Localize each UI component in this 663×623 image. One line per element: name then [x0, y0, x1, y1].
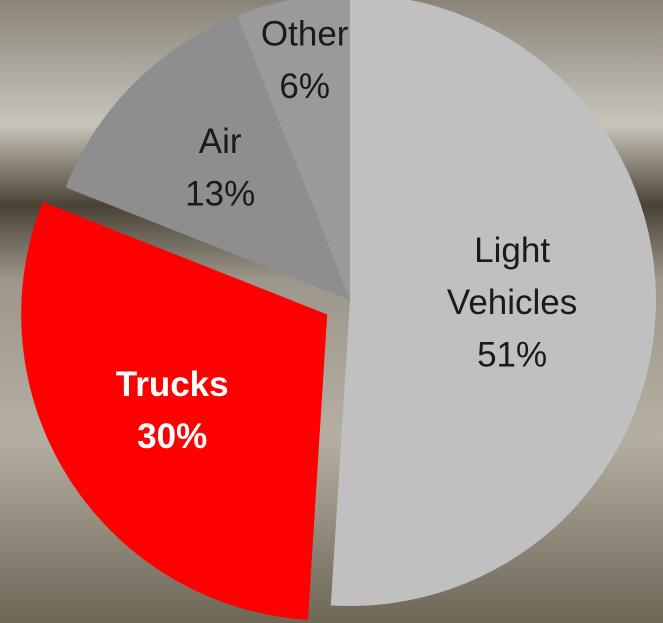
value-label: 6%: [279, 67, 330, 106]
label-line: Vehicles: [447, 283, 577, 322]
slice-label: Other: [261, 15, 349, 54]
value-label: 30%: [137, 417, 207, 456]
pie: Light Vehicles 51% Trucks 30% Air 13% Other 6%: [21, 0, 656, 620]
pie-slice: [21, 201, 328, 620]
label-line: Other: [261, 15, 349, 54]
pie-slice: [237, 0, 350, 300]
value-label: 51%: [477, 335, 547, 374]
slice-label: Air: [199, 122, 242, 161]
label-line: Air: [199, 122, 242, 161]
value-label: 13%: [185, 174, 255, 213]
pie-slice: [330, 0, 656, 606]
slice-label: Trucks: [116, 365, 229, 404]
label-line: Light: [474, 231, 550, 270]
label-line: Trucks: [116, 365, 229, 404]
slice-label: Light Vehicles: [447, 231, 577, 322]
pie-slice: [65, 15, 350, 300]
